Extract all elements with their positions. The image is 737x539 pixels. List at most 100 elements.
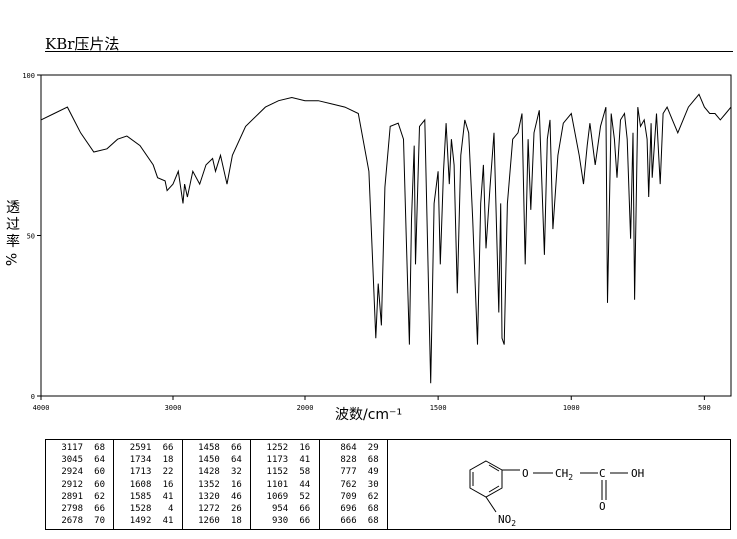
nitro-label: NO2 bbox=[498, 513, 516, 528]
peak-transmittance: 66 bbox=[162, 443, 174, 453]
peak-row: 762 30 bbox=[327, 479, 387, 491]
peak-row: 1260 18 bbox=[190, 515, 250, 527]
peak-row: 1528 4 bbox=[121, 503, 181, 515]
peak-row: 1272 26 bbox=[190, 503, 250, 515]
peak-row: 1173 41 bbox=[258, 454, 318, 466]
chart-title: KBr压片法 bbox=[45, 35, 120, 53]
peak-transmittance: 32 bbox=[230, 467, 242, 478]
peak-transmittance: 41 bbox=[162, 491, 174, 502]
peak-wavenumber: 1734 bbox=[129, 455, 152, 466]
hydroxyl-label: OH bbox=[631, 467, 644, 480]
peak-wavenumber: 1252 bbox=[266, 443, 289, 453]
peak-wavenumber: 1272 bbox=[198, 504, 220, 515]
peak-row: 930 66 bbox=[258, 515, 318, 527]
carbonyl-oxygen-label: O bbox=[599, 500, 606, 513]
peak-row: 1152 58 bbox=[258, 466, 318, 478]
peak-wavenumber: 696 bbox=[340, 504, 357, 515]
peak-transmittance: 70 bbox=[94, 516, 105, 527]
peak-row: 1734 18 bbox=[121, 454, 181, 466]
peak-wavenumber: 930 bbox=[271, 516, 289, 527]
peak-transmittance: 68 bbox=[367, 516, 379, 527]
peak-wavenumber: 1173 bbox=[266, 455, 289, 466]
peak-transmittance: 62 bbox=[94, 491, 105, 502]
peak-row: 828 68 bbox=[327, 454, 387, 466]
peak-column: 2591 66 1734 18 1713 22 1608 16 1585 41 1528 4 1492 4… bbox=[114, 440, 183, 529]
peak-transmittance: 26 bbox=[230, 504, 242, 515]
peak-transmittance: 58 bbox=[299, 467, 311, 478]
axis-ticks: 4000 3000 2000 1500 1000 500 0 50 100 bbox=[22, 72, 710, 412]
peak-transmittance: 46 bbox=[230, 491, 242, 502]
peak-wavenumber: 1585 bbox=[129, 491, 152, 502]
peak-row: 2891 62 bbox=[53, 491, 113, 503]
peak-row: 1585 41 bbox=[121, 491, 181, 503]
peak-row: 1320 46 bbox=[190, 491, 250, 503]
x-tick-label: 1000 bbox=[563, 404, 580, 412]
peak-transmittance: 22 bbox=[162, 467, 174, 478]
peak-wavenumber: 762 bbox=[340, 479, 357, 490]
peak-wavenumber: 1458 bbox=[198, 443, 220, 453]
peak-transmittance: 64 bbox=[230, 455, 242, 466]
peak-transmittance: 52 bbox=[299, 491, 311, 502]
x-tick-label: 1500 bbox=[430, 404, 447, 412]
peak-transmittance: 68 bbox=[94, 443, 105, 453]
peak-wavenumber: 1713 bbox=[129, 467, 152, 478]
peak-wavenumber: 3117 bbox=[61, 443, 83, 453]
peak-transmittance: 18 bbox=[162, 455, 174, 466]
peak-wavenumber: 2924 bbox=[61, 467, 83, 478]
x-tick-label: 4000 bbox=[33, 404, 50, 412]
peak-table: 3117 68 3045 64 2924 60 2912 60 2891 62 2798 66 2678… bbox=[45, 439, 388, 530]
peak-row: 2912 60 bbox=[53, 479, 113, 491]
peak-row: 2591 66 bbox=[121, 442, 181, 454]
peak-row: 1352 16 bbox=[190, 479, 250, 491]
peak-column: 1252 16 1173 41 1152 58 1101 44 1069 52 954 66 930 66 bbox=[251, 440, 320, 529]
peak-wavenumber: 1152 bbox=[266, 467, 289, 478]
peak-row: 1069 52 bbox=[258, 491, 318, 503]
peak-row: 3045 64 bbox=[53, 454, 113, 466]
peak-row: 666 68 bbox=[327, 515, 387, 527]
peak-row: 1101 44 bbox=[258, 479, 318, 491]
peak-transmittance: 4 bbox=[167, 504, 174, 515]
peak-wavenumber: 1320 bbox=[198, 491, 220, 502]
peak-wavenumber: 666 bbox=[340, 516, 357, 527]
peak-transmittance: 44 bbox=[299, 479, 311, 490]
peak-transmittance: 66 bbox=[299, 504, 311, 515]
structure-panel: O CH2 C OH O NO2 bbox=[388, 439, 731, 530]
peak-row: 1608 16 bbox=[121, 479, 181, 491]
peak-row: 1713 22 bbox=[121, 466, 181, 478]
ch2-label: CH2 bbox=[555, 467, 573, 482]
carbon-label: C bbox=[599, 467, 606, 480]
peak-wavenumber: 1352 bbox=[198, 479, 220, 490]
y-axis-label: 透 过 率 % bbox=[2, 200, 24, 268]
peak-wavenumber: 1528 bbox=[129, 504, 152, 515]
peak-column: 3117 68 3045 64 2924 60 2912 60 2891 62 2798 66 2678… bbox=[46, 440, 115, 529]
peak-row: 3117 68 bbox=[53, 442, 113, 454]
x-tick-label: 2000 bbox=[297, 404, 314, 412]
spectrum-line bbox=[40, 93, 732, 384]
peak-transmittance: 30 bbox=[367, 479, 379, 490]
ir-spectrum-chart: 4000 3000 2000 1500 1000 500 0 50 100 bbox=[22, 72, 732, 412]
peak-wavenumber: 1428 bbox=[198, 467, 220, 478]
peak-row: 696 68 bbox=[327, 503, 387, 515]
peak-transmittance: 16 bbox=[162, 479, 174, 490]
peak-transmittance: 68 bbox=[367, 504, 379, 515]
peak-wavenumber: 1101 bbox=[266, 479, 289, 490]
peak-row: 777 49 bbox=[327, 466, 387, 478]
peak-transmittance: 49 bbox=[367, 467, 379, 478]
peak-row: 1252 16 bbox=[258, 442, 318, 454]
peak-wavenumber: 709 bbox=[340, 491, 357, 502]
peak-row: 709 62 bbox=[327, 491, 387, 503]
peak-transmittance: 60 bbox=[94, 467, 105, 478]
y-label-char: 率 bbox=[6, 234, 20, 250]
plot-frame bbox=[40, 74, 732, 397]
y-label-char: 过 bbox=[6, 217, 20, 233]
y-tick-label: 50 bbox=[27, 233, 35, 241]
peak-wavenumber: 2798 bbox=[61, 504, 83, 515]
peak-transmittance: 68 bbox=[367, 455, 379, 466]
peak-column: 1458 66 1450 64 1428 32 1352 16 1320 46 1272 26 1260… bbox=[183, 440, 252, 529]
peak-column: 864 29 828 68 777 49 762 30 709 62 696 68 666 68 bbox=[320, 440, 387, 529]
peak-transmittance: 29 bbox=[367, 443, 379, 453]
y-tick-label: 0 bbox=[31, 393, 35, 401]
peak-wavenumber: 2678 bbox=[61, 516, 83, 527]
y-label-char: 透 bbox=[6, 200, 20, 216]
peak-wavenumber: 2591 bbox=[129, 443, 152, 453]
